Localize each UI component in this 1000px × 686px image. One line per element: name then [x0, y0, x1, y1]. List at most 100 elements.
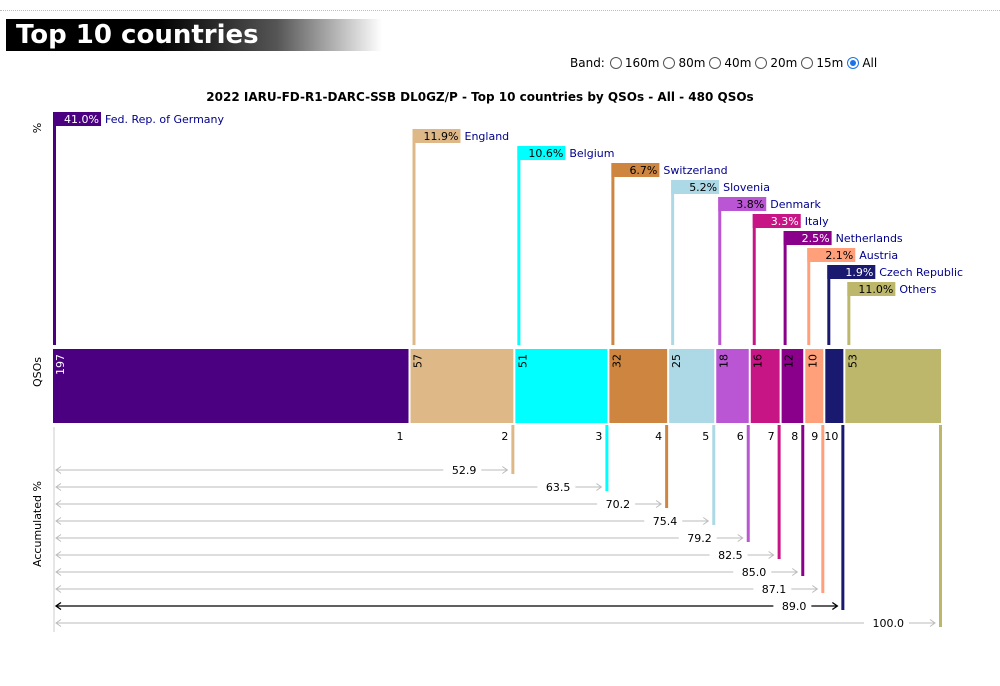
accumulated-arrow-head-right — [737, 534, 744, 542]
accumulated-arrow-head-right — [502, 466, 509, 474]
percent-label: 1.9% — [845, 266, 873, 279]
band-option-40m[interactable]: 40m — [709, 56, 751, 70]
axis-title-accumulated: Accumulated % — [31, 481, 44, 567]
country-label: Switzerland — [663, 164, 727, 177]
percent-label: 5.2% — [689, 181, 717, 194]
qso-bar — [410, 349, 514, 423]
accumulated-arrow-head-left — [55, 568, 62, 576]
rank-label: 10 — [824, 430, 838, 443]
percent-label-box — [611, 163, 660, 177]
country-label: Czech Republic — [879, 266, 963, 279]
band-option-label: 20m — [770, 56, 798, 70]
percent-label: 3.8% — [736, 198, 764, 211]
percent-stem — [611, 163, 615, 345]
percent-label-box — [412, 129, 461, 143]
accumulated-arrow-head-left — [55, 517, 62, 525]
accumulated-label: 87.1 — [762, 583, 787, 596]
accumulated-stem — [511, 425, 515, 474]
qso-bar — [750, 349, 780, 423]
band-option-160m[interactable]: 160m — [609, 56, 660, 70]
rank-label: 3 — [595, 430, 602, 443]
accumulated-stem — [801, 425, 805, 576]
percent-stem — [412, 129, 416, 345]
qso-bar — [53, 349, 409, 423]
accumulated-arrow-head-left — [55, 551, 62, 559]
percent-stem — [827, 265, 831, 345]
accumulated-label: 79.2 — [687, 532, 712, 545]
accumulated-label: 85.0 — [742, 566, 767, 579]
percent-label-box — [847, 282, 896, 296]
accumulated-arrow-head-right — [702, 517, 710, 525]
qso-bar — [781, 349, 804, 423]
accumulated-label-bg — [753, 581, 792, 595]
percent-label: 10.6% — [528, 147, 563, 160]
band-radio-20m[interactable] — [755, 57, 768, 69]
percent-label-box — [718, 197, 767, 211]
band-radio-15m[interactable] — [801, 57, 814, 69]
accumulated-label: 100.0 — [873, 617, 905, 630]
country-label: Slovenia — [723, 181, 770, 194]
rank-label: 2 — [501, 430, 508, 443]
band-label: Band: — [570, 56, 605, 70]
qso-bar — [515, 349, 608, 423]
band-option-80m[interactable]: 80m — [663, 56, 705, 70]
accumulated-stem — [939, 425, 942, 627]
qso-value-label: 10 — [806, 354, 819, 368]
accumulated-stem — [841, 425, 845, 610]
qso-value-label: 197 — [54, 354, 67, 375]
country-label: Fed. Rep. of Germany — [105, 113, 225, 126]
percent-label-box — [53, 112, 101, 126]
qso-value-label: 12 — [783, 354, 796, 368]
band-option-label: 40m — [724, 56, 752, 70]
accumulated-label: 82.5 — [718, 549, 743, 562]
band-option-15m[interactable]: 15m — [801, 56, 843, 70]
rank-label: 4 — [655, 430, 662, 443]
accumulated-label-bg — [443, 462, 482, 476]
percent-label: 2.5% — [802, 232, 830, 245]
accumulated-arrow-head-left — [55, 619, 62, 627]
accumulated-arrow-head-left — [55, 466, 62, 474]
band-radio-160m[interactable] — [609, 57, 622, 69]
percent-stem — [517, 146, 521, 345]
percent-stem — [847, 282, 851, 345]
accumulated-arrow-head-right — [929, 619, 936, 627]
accumulated-arrow-head-left — [55, 500, 62, 508]
band-radio-40m[interactable] — [709, 57, 722, 69]
accumulated-stem — [665, 425, 669, 508]
accumulated-label-bg — [537, 479, 576, 493]
accumulated-label-bg — [709, 547, 748, 561]
percent-label-box — [517, 146, 566, 160]
qso-value-label: 18 — [717, 354, 730, 368]
band-selector: Band: 160m 80m 40m 20m 15m All — [570, 53, 881, 73]
top-divider — [0, 10, 1000, 11]
percent-label: 3.3% — [771, 215, 799, 228]
rank-label: 5 — [702, 430, 709, 443]
band-radio-all[interactable] — [847, 57, 860, 69]
band-option-label: 15m — [816, 56, 844, 70]
accumulated-arrow-head-left — [55, 585, 62, 593]
accumulated-label-bg — [597, 496, 636, 510]
accumulated-stem — [746, 425, 750, 542]
band-option-all[interactable]: All — [847, 56, 877, 70]
band-option-label: 160m — [624, 56, 660, 70]
percent-label-box — [671, 180, 720, 194]
percent-stem — [807, 248, 811, 345]
country-label: Italy — [805, 215, 829, 228]
country-label: Austria — [859, 249, 898, 262]
accumulated-arrow-head-right — [596, 483, 603, 491]
percent-stem — [783, 231, 787, 345]
qso-bar — [805, 349, 824, 423]
accumulated-arrow-head-left — [54, 601, 62, 611]
country-label: Others — [899, 283, 936, 296]
band-radio-80m[interactable] — [663, 57, 676, 69]
accumulated-label: 52.9 — [452, 464, 477, 477]
country-label: England — [465, 130, 510, 143]
chart-title: 2022 IARU-FD-R1-DARC-SSB DL0GZ/P - Top 1… — [206, 90, 753, 104]
country-label: Belgium — [569, 147, 614, 160]
band-option-20m[interactable]: 20m — [755, 56, 797, 70]
country-label: Denmark — [770, 198, 821, 211]
accumulated-label: 75.4 — [653, 515, 678, 528]
accumulated-label-bg — [644, 513, 683, 527]
percent-stem — [718, 197, 722, 345]
axis-title-percent: % — [31, 123, 44, 133]
